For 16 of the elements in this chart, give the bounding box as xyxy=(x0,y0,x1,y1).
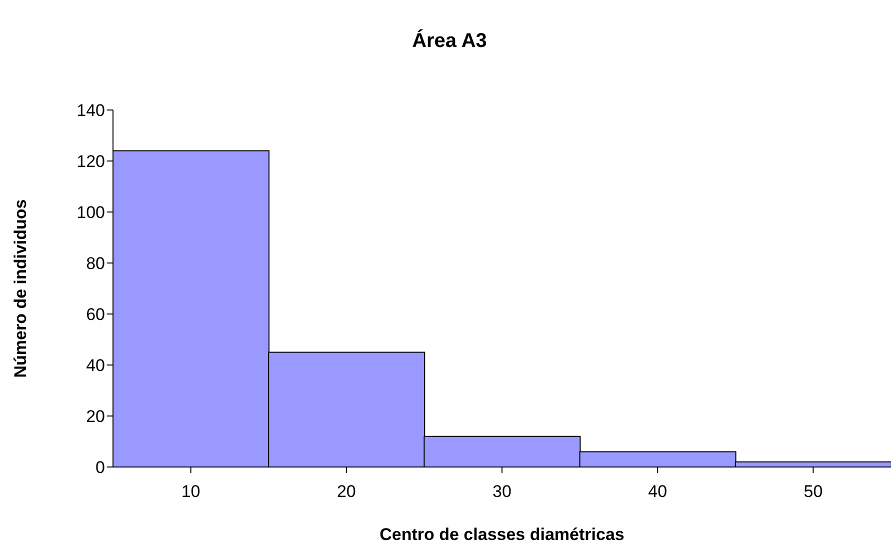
chart-title: Área A3 xyxy=(411,30,488,53)
x-tick-label: 20 xyxy=(336,482,356,502)
y-tick-label: 140 xyxy=(76,101,105,120)
y-tick-label: 100 xyxy=(76,203,105,222)
x-tick-label: 50 xyxy=(804,482,823,502)
x-axis-title: Centro de classes diamétricas xyxy=(380,525,624,544)
x-tick-label: 30 xyxy=(492,482,512,502)
y-tick-label: 120 xyxy=(76,152,105,172)
y-tick-label: 60 xyxy=(86,305,105,324)
y-axis-title: Número de individuos xyxy=(11,199,30,378)
y-tick-label: 20 xyxy=(86,407,105,426)
x-tick-label: 40 xyxy=(648,482,668,502)
y-tick-label: 40 xyxy=(86,356,105,376)
y-tick-label: 80 xyxy=(86,254,105,274)
x-tick-label: 10 xyxy=(181,482,200,502)
y-tick-label: 0 xyxy=(96,458,105,478)
